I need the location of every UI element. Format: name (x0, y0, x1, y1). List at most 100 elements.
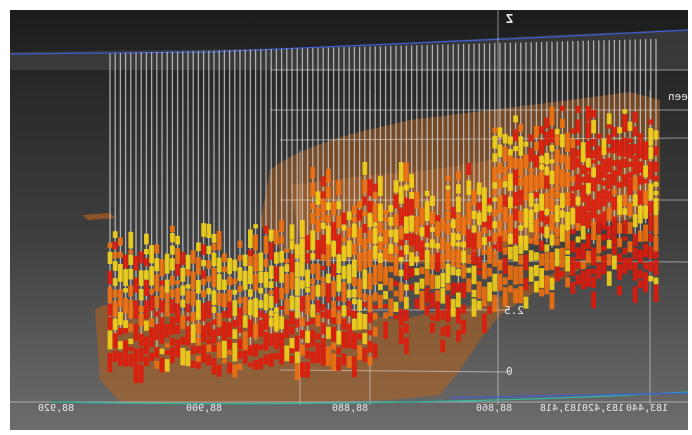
assay-interval (294, 351, 300, 364)
assay-interval (404, 262, 409, 281)
assay-interval (393, 314, 399, 320)
assay-interval (492, 135, 498, 149)
assay-interval (326, 186, 331, 199)
assay-interval (653, 235, 659, 252)
assay-interval (544, 226, 550, 239)
assay-interval (575, 247, 581, 260)
assay-interval (180, 285, 186, 296)
assay-interval (627, 161, 633, 167)
assay-interval (435, 252, 440, 272)
assay-interval (430, 292, 435, 308)
assay-interval (544, 244, 550, 252)
assay-interval (144, 300, 149, 319)
assay-interval (456, 308, 461, 324)
assay-interval (211, 319, 217, 325)
baseline-blue (449, 392, 688, 399)
assay-interval (268, 317, 274, 327)
assay-interval (248, 362, 253, 368)
assay-interval (565, 231, 570, 250)
3d-viewport[interactable]: Z ueen 88,920 88,900 88,880 88,860 183,4… (10, 10, 688, 430)
assay-interval (617, 127, 622, 134)
assay-interval (513, 146, 518, 152)
assay-interval (274, 266, 279, 282)
assay-interval (289, 311, 295, 325)
assay-interval (554, 134, 560, 146)
assay-interval (331, 353, 336, 371)
assay-interval (190, 324, 196, 343)
assay-interval (445, 324, 451, 338)
assay-interval (622, 114, 628, 133)
assay-interval (378, 294, 383, 309)
assay-interval (518, 286, 524, 304)
assay-interval (227, 276, 232, 286)
assay-interval (601, 180, 607, 186)
assay-interval (159, 300, 165, 313)
assay-interval (372, 227, 378, 244)
assay-interval (190, 360, 196, 368)
assay-interval (612, 255, 617, 270)
assay-interval (279, 316, 284, 330)
assay-interval (206, 276, 212, 282)
assay-interval (513, 169, 518, 186)
assay-interval (367, 330, 373, 336)
assay-interval (190, 312, 196, 322)
assay-interval (357, 299, 362, 311)
assay-interval (518, 124, 524, 132)
assay-interval (575, 106, 581, 113)
assay-interval (310, 351, 316, 364)
assay-interval (211, 306, 217, 313)
assay-interval (352, 277, 357, 287)
assay-interval (341, 282, 347, 303)
assay-interval (149, 245, 154, 264)
assay-interval (112, 300, 118, 317)
assay-interval (570, 148, 576, 166)
assay-interval (622, 247, 628, 255)
assay-interval (544, 117, 550, 129)
assay-interval (445, 312, 451, 323)
assay-interval (435, 275, 440, 289)
assay-interval (180, 315, 186, 330)
assay-interval (326, 202, 331, 210)
assay-interval (258, 300, 264, 308)
assay-interval (575, 206, 581, 224)
assay-interval (523, 141, 529, 147)
assay-interval (414, 234, 420, 252)
assay-interval (352, 356, 357, 363)
assay-interval (294, 261, 300, 278)
assay-interval (492, 189, 498, 196)
assay-interval (123, 298, 128, 314)
assay-interval (216, 364, 222, 377)
assay-interval (144, 270, 149, 280)
assay-interval (570, 175, 576, 182)
assay-interval (596, 214, 602, 234)
assay-interval (471, 190, 477, 205)
assay-interval (320, 234, 326, 255)
assay-interval (445, 284, 451, 291)
assay-interval (601, 211, 607, 230)
assay-interval (336, 357, 342, 371)
assay-interval (586, 173, 591, 183)
assay-interval (476, 270, 482, 276)
assay-interval (216, 257, 222, 273)
assay-interval (591, 268, 596, 275)
assay-interval (471, 289, 477, 298)
assay-interval (508, 149, 513, 156)
assay-interval (398, 227, 404, 240)
assay-interval (606, 190, 612, 203)
assay-interval (315, 207, 321, 216)
assay-interval (320, 191, 326, 199)
assay-interval (539, 210, 544, 222)
assay-interval (118, 251, 123, 258)
assay-interval (185, 290, 191, 304)
drillhole-scene[interactable] (10, 10, 688, 430)
assay-interval (159, 286, 165, 299)
assay-interval (232, 300, 238, 316)
assay-interval (643, 262, 648, 270)
assay-interval (591, 291, 596, 309)
assay-interval (414, 298, 420, 309)
assay-interval (393, 194, 399, 209)
assay-interval (300, 317, 305, 327)
assay-interval (232, 259, 238, 272)
assay-interval (445, 223, 451, 235)
assay-interval (606, 124, 612, 129)
